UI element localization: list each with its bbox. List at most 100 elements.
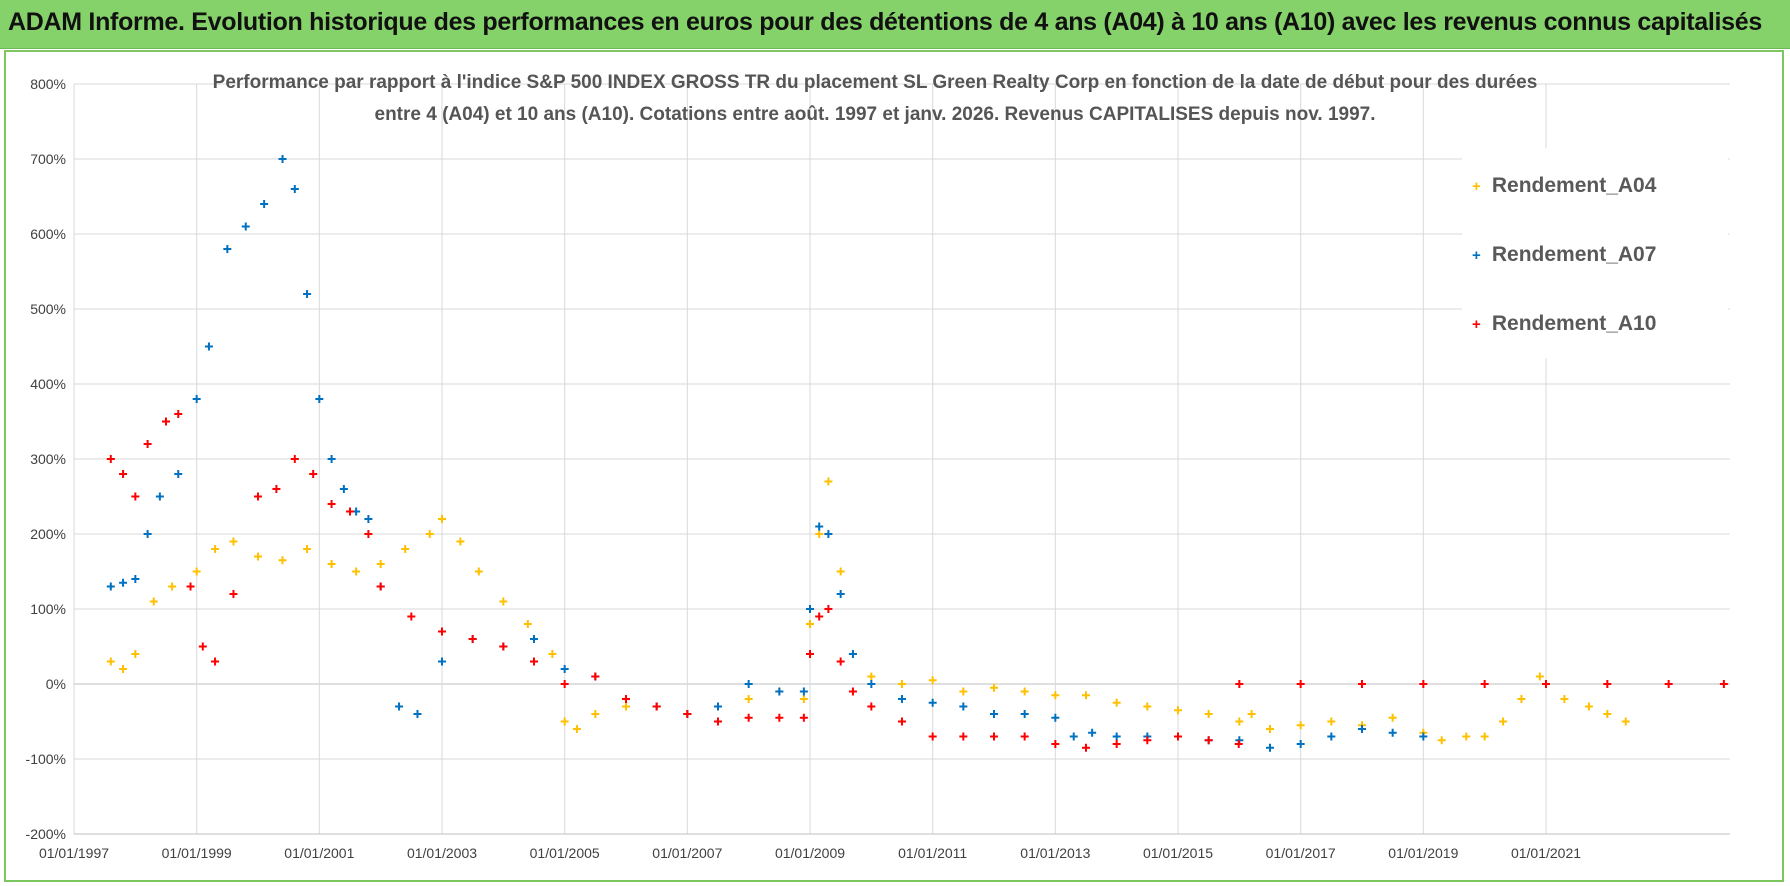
series-a10-point — [815, 612, 824, 621]
chart-title-line-1: Performance par rapport à l'indice S&P 5… — [212, 72, 1538, 93]
series-a04-point — [1247, 710, 1256, 718]
series-a07-point — [106, 582, 115, 591]
series-a04-point — [744, 695, 753, 703]
series-a07-point — [959, 702, 968, 711]
series-a10-point — [775, 713, 784, 722]
series-a04-point — [1621, 717, 1630, 726]
y-tick-label: 800% — [30, 76, 66, 92]
series-a04-point — [591, 710, 600, 718]
series-a10-point — [254, 492, 262, 501]
series-a07-point — [131, 575, 140, 583]
series-a04-point — [168, 582, 177, 591]
series-a07-point — [438, 657, 446, 666]
series-a07-point — [364, 515, 373, 523]
series-a07-point — [174, 470, 183, 478]
series-a04-point — [1020, 687, 1029, 696]
series-a04-point — [1462, 732, 1471, 741]
series-a07-point — [836, 590, 845, 598]
series-a10-point — [867, 702, 876, 711]
series-a10-point — [229, 590, 238, 598]
legend-label-a10: Rendement_A10 — [1491, 312, 1657, 335]
series-a04-point — [278, 556, 287, 565]
series-a10-point — [1143, 736, 1152, 745]
x-tick-label: 01/01/2021 — [1511, 845, 1581, 861]
x-tick-label: 01/01/2017 — [1266, 845, 1336, 861]
series-a10-point — [652, 702, 661, 711]
plus-marker-icon: + — [1472, 177, 1481, 195]
series-a04-point — [1235, 717, 1244, 726]
series-a07-point — [204, 342, 213, 351]
x-tick-label: 01/01/2007 — [652, 845, 722, 861]
series-a04-point — [622, 702, 630, 711]
plus-marker-icon: + — [1472, 246, 1481, 264]
series-a10-point — [1234, 740, 1243, 748]
series-a07-point — [560, 665, 569, 673]
x-tick-label: 01/01/2009 — [775, 845, 845, 861]
series-a04-point — [867, 672, 876, 681]
series-a04-point — [376, 560, 385, 568]
series-a04-point — [824, 477, 833, 486]
series-a07-point — [867, 680, 876, 688]
series-a04-point — [425, 530, 434, 538]
series-a07-point — [1388, 728, 1397, 737]
series-a04-point — [456, 537, 465, 546]
series-a10-point — [1480, 680, 1489, 688]
series-a04-point — [836, 567, 845, 576]
series-a04-point — [1327, 717, 1336, 726]
series-a07-point — [192, 395, 201, 403]
y-tick-label: 200% — [30, 526, 66, 542]
series-a10-point — [106, 455, 115, 463]
series-a04-point — [815, 530, 824, 538]
x-tick-label: 01/01/2001 — [284, 845, 354, 861]
series-a04-point — [1560, 695, 1569, 703]
series-a10-point — [186, 582, 195, 591]
series-a10-point — [290, 455, 299, 463]
series-a10-point — [143, 440, 152, 448]
y-tick-label: -200% — [26, 826, 66, 842]
series-a07-point — [1296, 740, 1305, 748]
series-a07-point — [1020, 710, 1029, 718]
series-a10-point — [959, 732, 968, 741]
chart-title-line-2: entre 4 (A04) et 10 ans (A10). Cotations… — [374, 104, 1376, 125]
series-a04-point — [229, 537, 238, 546]
series-a10-point — [683, 710, 692, 718]
series-a04-point — [474, 567, 483, 576]
y-tick-label: 500% — [30, 301, 66, 317]
series-a04-point — [119, 665, 128, 673]
series-a10-point — [1419, 680, 1428, 688]
series-a04-point — [1204, 710, 1213, 718]
y-tick-label: 0% — [46, 676, 66, 692]
series-a04-point — [192, 567, 201, 576]
series-a10-point — [744, 713, 753, 722]
series-a04-point — [806, 620, 814, 628]
series-a10-point — [714, 717, 722, 726]
series-a04-point — [523, 620, 532, 628]
series-a10-point — [131, 492, 140, 501]
legend-item-a07: + Rendement_A07 — [1472, 243, 1656, 273]
series-a07-point — [815, 522, 824, 531]
series-a10-point — [1358, 680, 1366, 688]
series-a04-point — [327, 560, 336, 568]
series-a04-point — [1051, 691, 1060, 700]
series-a07-point — [848, 650, 857, 658]
series-a04-point — [1388, 713, 1397, 722]
series-a10-point — [560, 680, 569, 688]
series-a10-point — [162, 417, 170, 426]
series-a04-point — [1535, 672, 1544, 681]
series-a04-point — [1437, 736, 1446, 745]
series-a04-point — [560, 717, 569, 726]
y-tick-label: 700% — [30, 151, 66, 167]
series-a07-point — [327, 455, 336, 463]
y-tick-label: 600% — [30, 226, 66, 242]
series-a10-point — [407, 612, 416, 621]
series-a07-point — [898, 695, 906, 703]
chart-legend: + Rendement_A04 + Rendement_A07 + Rendem… — [1462, 148, 1728, 358]
series-a10-point — [438, 627, 446, 636]
series-a04-point — [106, 657, 115, 666]
series-a10-point — [211, 657, 220, 666]
series-a10-point — [848, 687, 857, 696]
series-a10-point — [1603, 680, 1612, 688]
series-a07-point — [315, 395, 324, 403]
series-a04-point — [131, 650, 140, 658]
series-a04-point — [1143, 702, 1152, 711]
